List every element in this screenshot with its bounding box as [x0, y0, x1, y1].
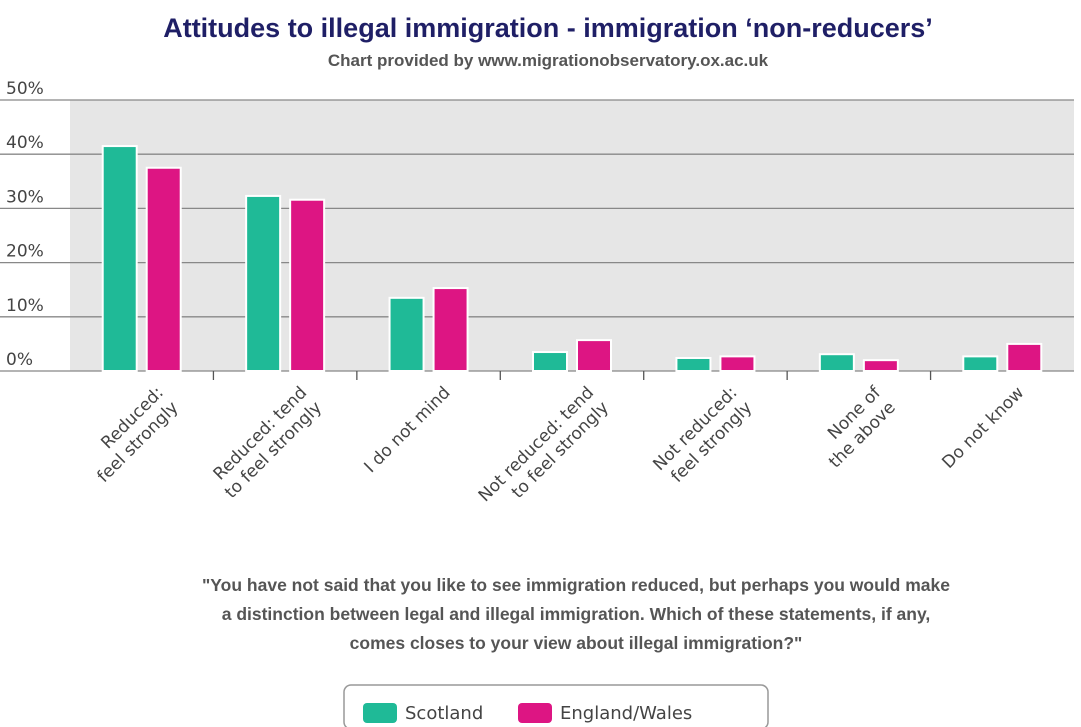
legend-swatch: [518, 703, 552, 723]
question-note: "You have not said that you like to see …: [202, 575, 950, 653]
bar-england-wales-4: [719, 355, 756, 372]
legend-label: Scotland: [405, 703, 483, 724]
x-tick-label: Reduced:feel strongly: [79, 383, 183, 487]
note-line: "You have not said that you like to see …: [202, 575, 950, 595]
bar-scotland-2: [388, 296, 425, 372]
legend: Scotland England/Wales: [343, 684, 769, 727]
y-tick-label: 30%: [6, 187, 44, 207]
bar-england-wales-2: [432, 287, 469, 373]
x-tick-label: Reduced: tendto feel strongly: [206, 383, 326, 503]
bar-scotland-6: [962, 355, 999, 372]
bars: [101, 145, 1043, 373]
x-tick-label: I do not mind: [360, 383, 454, 477]
bar-england-wales-6: [1006, 342, 1043, 372]
y-tick-label: 20%: [6, 242, 44, 262]
x-tick-label: None ofthe above: [810, 382, 900, 472]
chart-title: Attitudes to illegal immigration - immig…: [163, 13, 933, 43]
bar-scotland-1: [245, 194, 282, 372]
legend-label: England/Wales: [560, 703, 692, 724]
bar-england-wales-5: [862, 359, 899, 373]
bar-scotland-0: [101, 145, 138, 372]
x-tick-label: Not reduced:feel strongly: [649, 383, 756, 490]
chart-subtitle: Chart provided by www.migrationobservato…: [328, 51, 769, 70]
x-axis: Reduced:feel strongly Reduced: tendto fee…: [79, 371, 1028, 521]
bar-scotland-4: [675, 356, 712, 373]
bar-scotland-5: [818, 353, 855, 372]
y-tick-label: 50%: [6, 79, 44, 99]
plot-background: [70, 100, 1074, 371]
y-tick-label: 10%: [6, 296, 44, 316]
y-tick-label: 40%: [6, 133, 44, 153]
bar-england-wales-3: [576, 339, 612, 372]
y-tick-label: 0%: [6, 350, 33, 370]
y-axis: 0% 10% 20% 30% 40% 50%: [6, 79, 44, 370]
note-line: a distinction between legal and illegal …: [222, 604, 931, 624]
note-line: comes closes to your view about illegal …: [350, 633, 803, 653]
x-tick-label: Do not know: [938, 383, 1028, 473]
legend-swatch: [363, 703, 397, 723]
bar-england-wales-0: [145, 166, 182, 372]
x-tick-label: Not reduced: tendto feel strongly: [475, 383, 613, 521]
legend-box: [343, 684, 769, 727]
bar-england-wales-1: [289, 198, 326, 372]
bar-scotland-3: [532, 351, 568, 372]
